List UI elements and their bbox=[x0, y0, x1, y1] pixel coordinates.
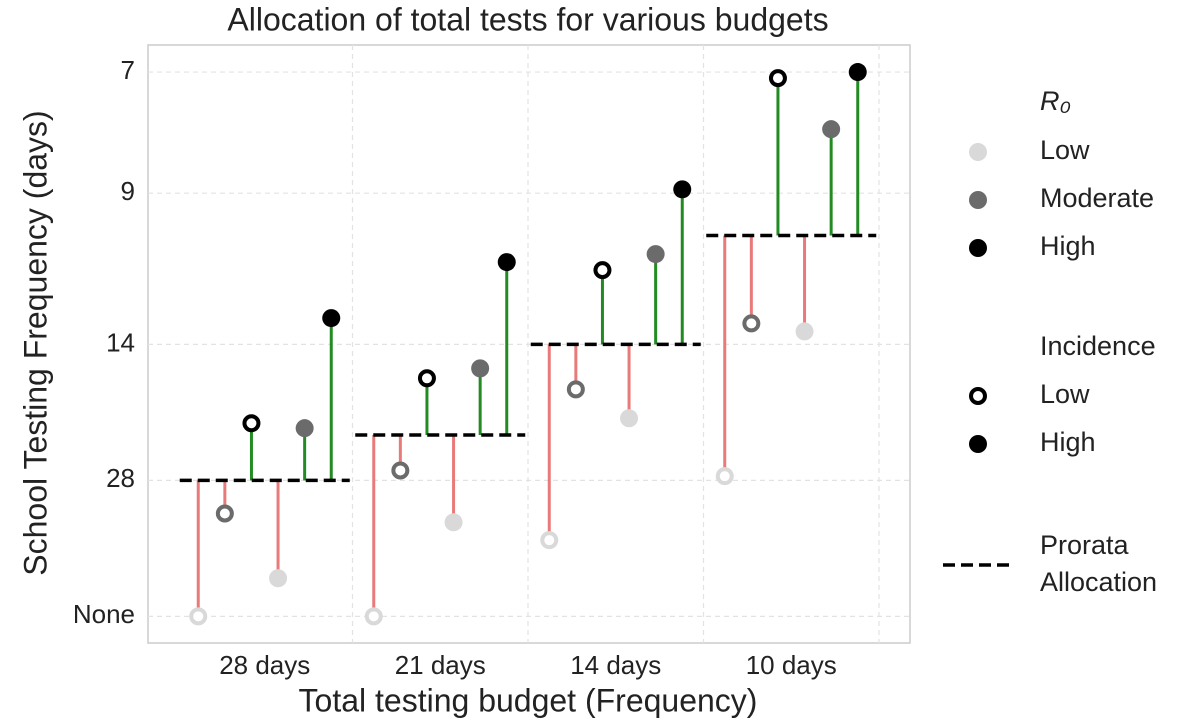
point bbox=[391, 461, 410, 480]
legend-label: Moderate bbox=[1040, 183, 1154, 213]
legend-marker bbox=[969, 143, 987, 161]
point bbox=[444, 513, 463, 532]
point bbox=[540, 531, 559, 550]
point bbox=[795, 322, 814, 341]
point bbox=[566, 380, 585, 399]
legend-label: Low bbox=[1040, 135, 1090, 165]
legend-marker bbox=[969, 191, 987, 209]
point bbox=[848, 63, 867, 82]
point bbox=[646, 245, 665, 264]
legend-marker bbox=[969, 387, 987, 405]
point bbox=[322, 309, 341, 328]
point bbox=[768, 69, 787, 88]
y-axis-label: School Testing Frequency (days) bbox=[17, 110, 53, 575]
x-tick-label: 10 days bbox=[746, 650, 837, 680]
legend-title: Incidence bbox=[1040, 331, 1156, 361]
point bbox=[497, 253, 516, 272]
legend-marker bbox=[969, 239, 987, 257]
point bbox=[471, 359, 490, 378]
legend-marker bbox=[969, 435, 987, 453]
legend-label: Low bbox=[1040, 379, 1090, 409]
point bbox=[189, 607, 208, 626]
y-tick-label: 9 bbox=[121, 176, 135, 206]
point bbox=[364, 607, 383, 626]
x-axis-label: Total testing budget (Frequency) bbox=[299, 682, 758, 718]
point bbox=[242, 414, 261, 433]
legend-label: Prorata Allocation bbox=[1040, 530, 1158, 597]
point bbox=[215, 504, 234, 523]
point bbox=[417, 369, 436, 388]
point bbox=[822, 120, 841, 139]
point bbox=[742, 314, 761, 333]
point bbox=[593, 261, 612, 280]
y-tick-label: 14 bbox=[106, 327, 135, 357]
legend-label: High bbox=[1040, 427, 1096, 457]
chart-title: Allocation of total tests for various bu… bbox=[227, 1, 828, 37]
point bbox=[620, 409, 639, 428]
y-tick-label: 7 bbox=[121, 55, 135, 85]
y-tick-label: 28 bbox=[106, 463, 135, 493]
x-tick-label: 28 days bbox=[219, 650, 310, 680]
legend-label: High bbox=[1040, 231, 1096, 261]
y-tick-label: None bbox=[73, 599, 135, 629]
point bbox=[715, 467, 734, 486]
point bbox=[269, 569, 288, 588]
x-tick-label: 14 days bbox=[570, 650, 661, 680]
point bbox=[673, 180, 692, 199]
x-tick-label: 21 days bbox=[395, 650, 486, 680]
legend-title: R₀ bbox=[1040, 86, 1071, 116]
point bbox=[295, 419, 314, 438]
